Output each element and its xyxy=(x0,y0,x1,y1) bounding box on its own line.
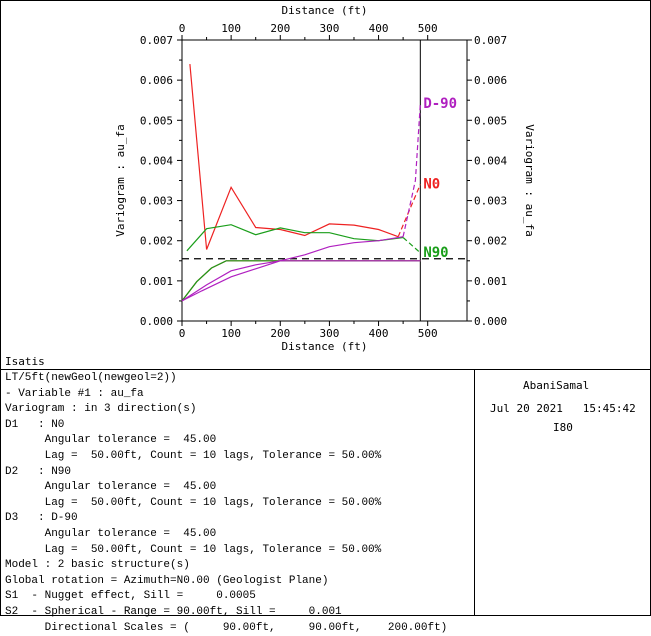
app-name: Isatis xyxy=(5,355,45,368)
param-line: - Variable #1 : au_fa xyxy=(5,387,144,400)
y-tick-label-right: 0.004 xyxy=(474,154,507,167)
param-line: Angular tolerance = 45.00 xyxy=(5,527,217,540)
y-tick-label-left: 0.003 xyxy=(140,195,173,208)
y-tick-label-right: 0.001 xyxy=(474,275,507,288)
y-tick-label-left: 0.005 xyxy=(140,114,173,127)
x-axis-title-bottom: Distance (ft) xyxy=(281,340,367,353)
experimental-variogram-n90 xyxy=(186,224,404,252)
experimental-variogram-n0 xyxy=(189,64,399,250)
time: 15:45:42 xyxy=(582,402,636,415)
x-tick-label-bottom: 400 xyxy=(369,327,389,340)
param-line: Lag = 50.00ft, Count = 10 lags, Toleranc… xyxy=(5,449,382,462)
y-tick-label-right: 0.006 xyxy=(474,74,507,87)
y-tick-label-left: 0.007 xyxy=(140,34,173,47)
param-line: Variogram : in 3 direction(s) xyxy=(5,403,197,416)
y-tick-label-right: 0.007 xyxy=(474,34,507,47)
model-curve-d-90 xyxy=(181,260,421,302)
x-tick-label-bottom: 300 xyxy=(319,327,339,340)
x-tick-label-bottom: 100 xyxy=(221,327,241,340)
date: Jul 20 2021 xyxy=(490,402,563,415)
y-tick-label-left: 0.002 xyxy=(140,235,173,248)
date-time: Jul 20 2021 15:45:42 xyxy=(490,402,636,415)
y-axis-title-left: Variogram : au_fa xyxy=(114,124,127,237)
series-label-d-90: D-90 xyxy=(423,96,457,112)
x-tick-label-top: 300 xyxy=(319,22,339,35)
param-line: S2 - Spherical - Range = 90.00ft, Sill =… xyxy=(5,605,342,618)
param-line: Lag = 50.00ft, Count = 10 lags, Toleranc… xyxy=(5,543,382,556)
x-tick-label-top: 100 xyxy=(221,22,241,35)
experimental-variogram-d-90 xyxy=(181,236,404,302)
param-line: LT/5ft(newGeol(newgeol=2)) xyxy=(5,372,177,384)
variogram-chart: 0 0 100 100 200 200 300 300 400 400 500 500 0.000 0.0… xyxy=(114,4,536,353)
x-tick-label-bottom: 500 xyxy=(418,327,438,340)
plot-code: I80 xyxy=(553,421,573,434)
y-tick-label-right: 0.003 xyxy=(474,195,507,208)
x-tick-label-top: 500 xyxy=(418,22,438,35)
y-tick-label-right: 0.005 xyxy=(474,114,507,127)
panel-divider xyxy=(0,369,651,370)
experimental-extension-d-90 xyxy=(402,104,421,237)
y-tick-label-left: 0.001 xyxy=(140,275,173,288)
y-tick-label-left: 0.000 xyxy=(140,315,173,328)
param-line: Model : 2 basic structure(s) xyxy=(5,559,190,572)
param-line: Angular tolerance = 45.00 xyxy=(5,434,217,447)
series-label-n0: N0 xyxy=(423,177,440,193)
x-tick-label-bottom: 0 xyxy=(179,327,186,340)
param-line: D3 : D-90 xyxy=(5,512,78,525)
y-tick-label-left: 0.006 xyxy=(140,74,173,87)
y-tick-label-right: 0.002 xyxy=(474,235,507,248)
series-label-n90: N90 xyxy=(423,245,448,261)
param-line: D2 : N90 xyxy=(5,465,72,478)
param-line: Angular tolerance = 45.00 xyxy=(5,481,217,494)
param-line: Directional Scales = ( 90.00ft, 90.00ft,… xyxy=(5,621,448,634)
model-curve-n0 xyxy=(181,260,421,302)
x-tick-label-top: 0 xyxy=(179,22,186,35)
model-curve-n90 xyxy=(181,260,421,302)
y-axis-title-right: Variogram : au_fa xyxy=(523,124,536,237)
x-tick-label-top: 400 xyxy=(369,22,389,35)
experimental-extension-n90 xyxy=(402,237,421,254)
parameter-listing: LT/5ft(newGeol(newgeol=2)) - Variable #1… xyxy=(5,371,447,636)
param-line: D1 : N0 xyxy=(5,418,65,431)
x-tick-label-bottom: 200 xyxy=(270,327,290,340)
y-tick-label-left: 0.004 xyxy=(140,154,173,167)
y-tick-label-right: 0.000 xyxy=(474,315,507,328)
param-line: Lag = 50.00ft, Count = 10 lags, Toleranc… xyxy=(5,496,382,509)
x-axis-title-top: Distance (ft) xyxy=(281,4,367,17)
param-line: Global rotation = Azimuth=N0.00 (Geologi… xyxy=(5,574,329,587)
x-tick-label-top: 200 xyxy=(270,22,290,35)
author-name: AbaniSamal xyxy=(523,379,590,392)
info-divider xyxy=(474,369,475,616)
param-line: S1 - Nugget effect, Sill = 0.0005 xyxy=(5,590,256,603)
